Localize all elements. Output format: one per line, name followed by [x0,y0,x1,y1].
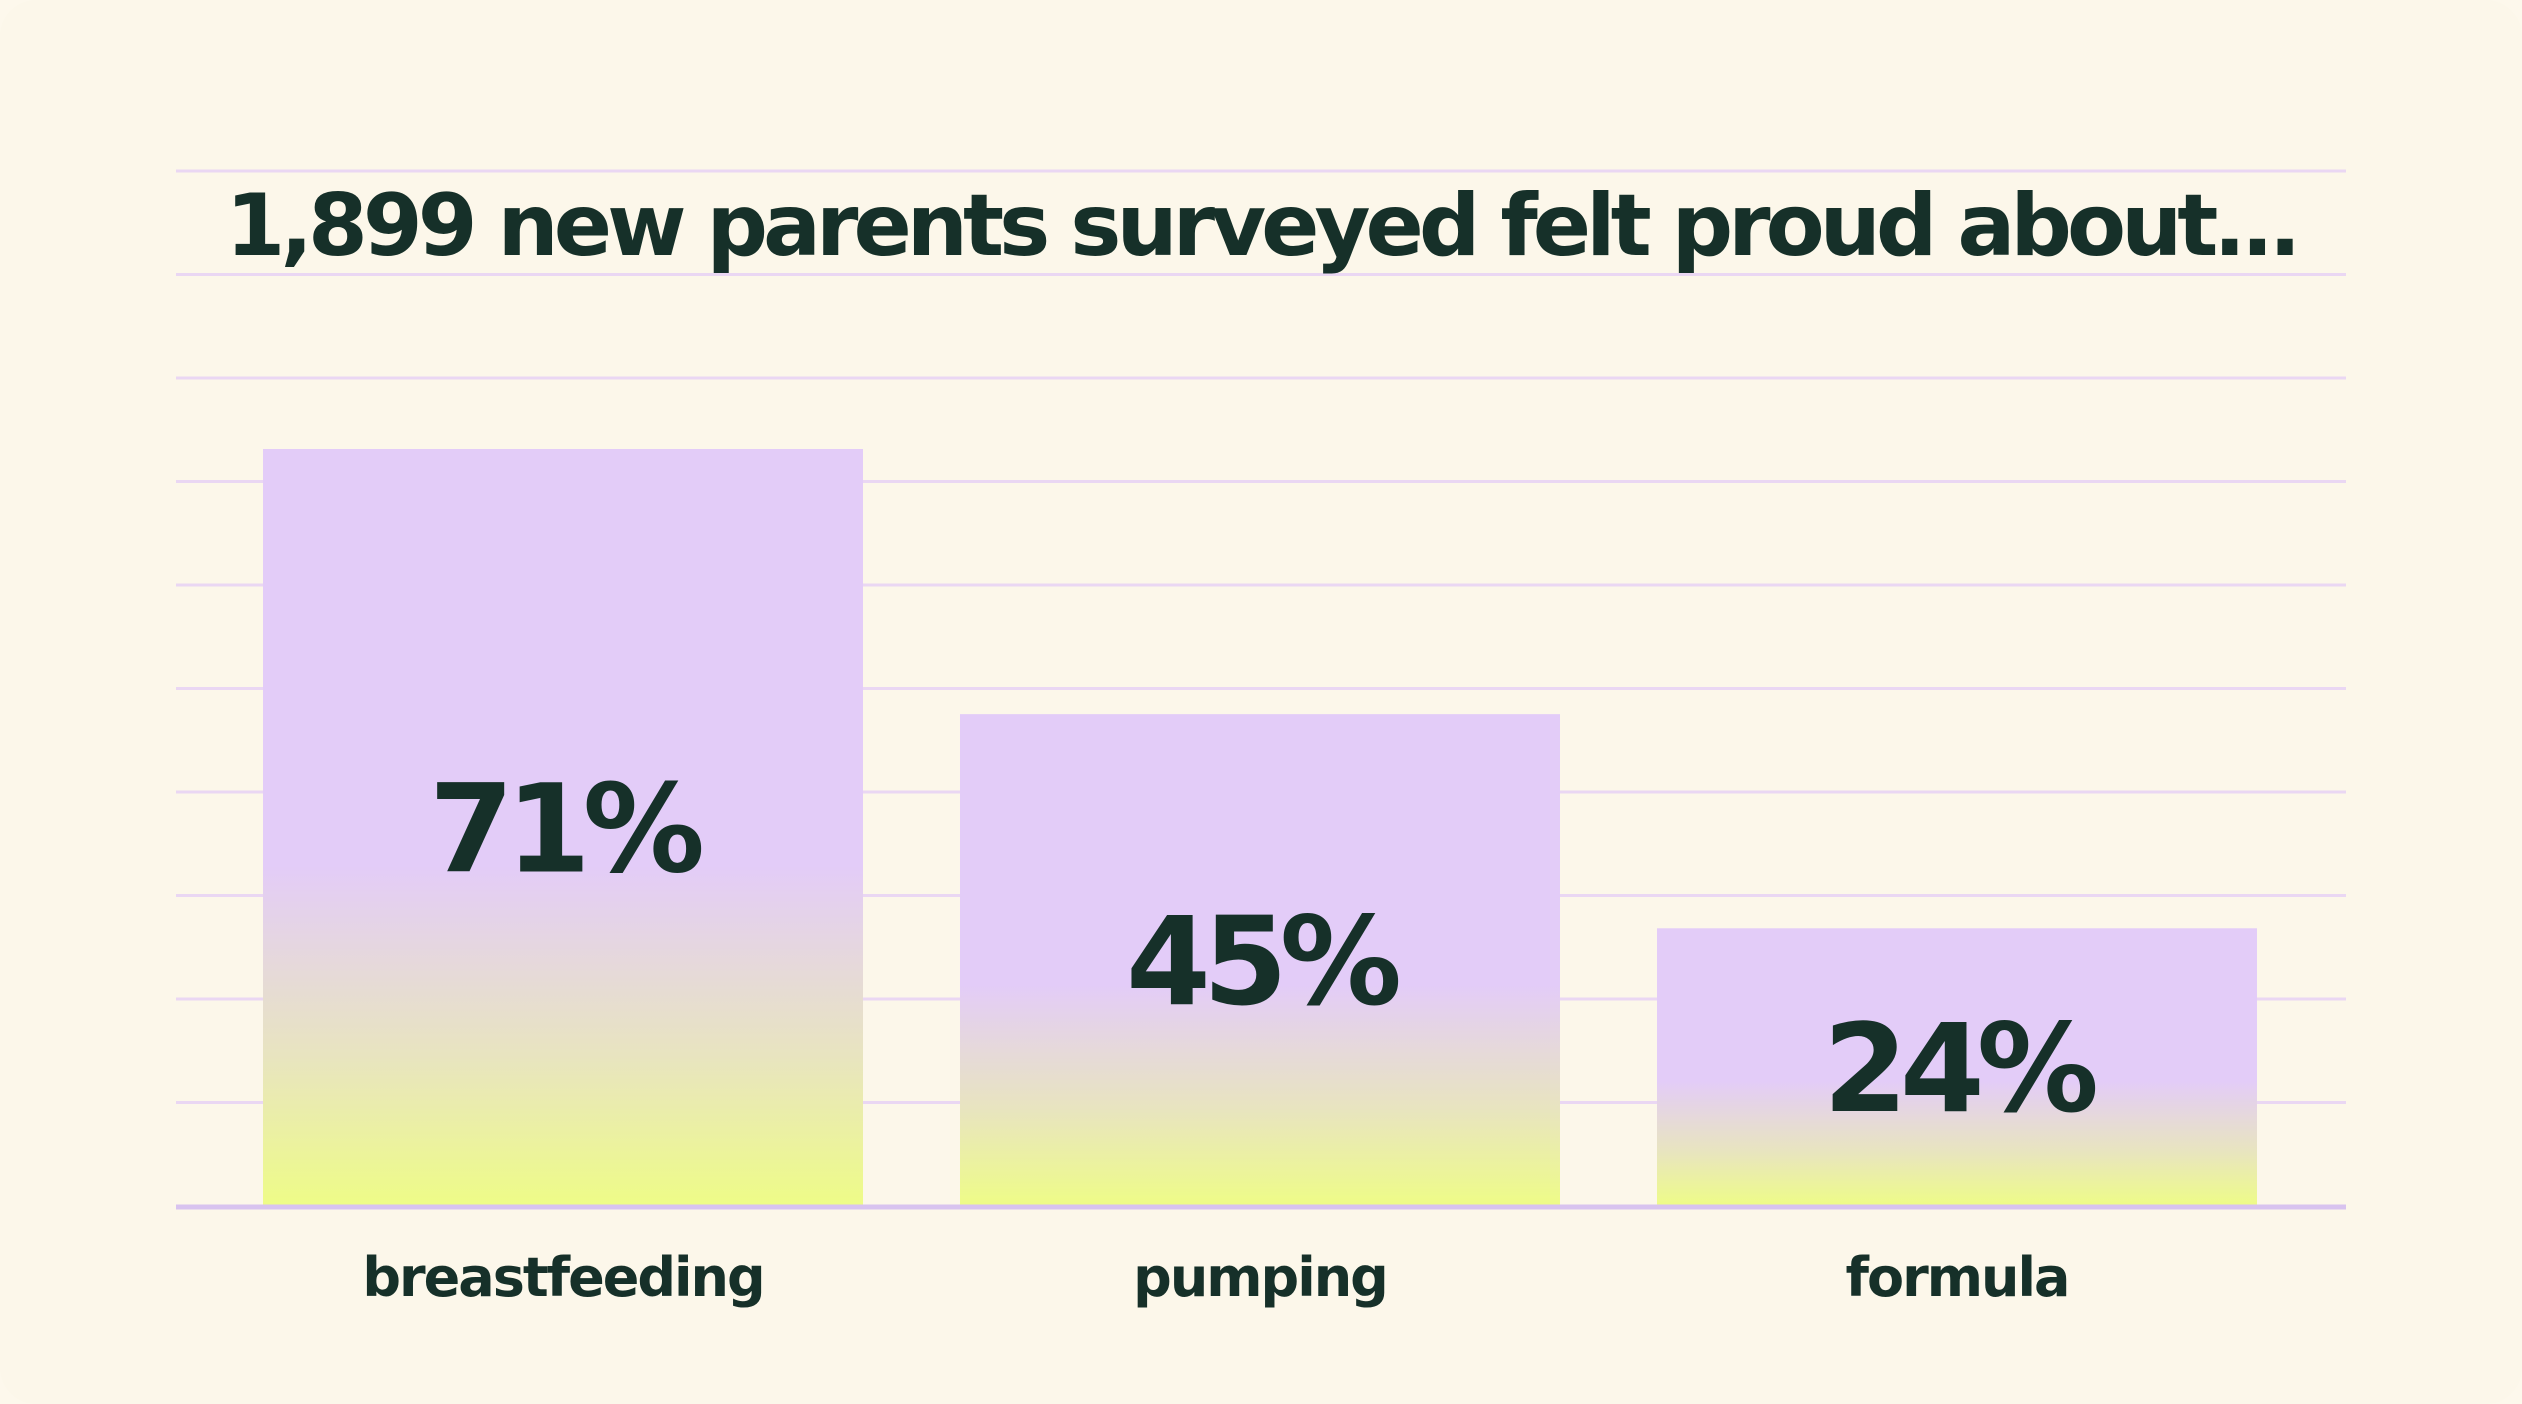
x-tick-label: pumping [1133,1246,1387,1309]
x-tick-label: formula [1846,1246,2069,1309]
bar-value-label: 24% [1823,998,2096,1140]
bar-breastfeeding [263,449,863,1206]
bar-pumping [960,714,1560,1206]
x-tick-label: breastfeeding [362,1246,763,1309]
x-axis-tick-labels: breastfeeding pumping formula [362,1246,2070,1309]
bar-formula [1657,928,2257,1206]
chart-title: 1,899 new parents surveyed felt proud ab… [226,176,2297,276]
bar-value-label: 71% [429,759,702,901]
bar-value-label: 45% [1126,891,1399,1033]
bars [263,449,2257,1206]
bar-value-labels: 71% 45% 24% [429,759,2104,1141]
